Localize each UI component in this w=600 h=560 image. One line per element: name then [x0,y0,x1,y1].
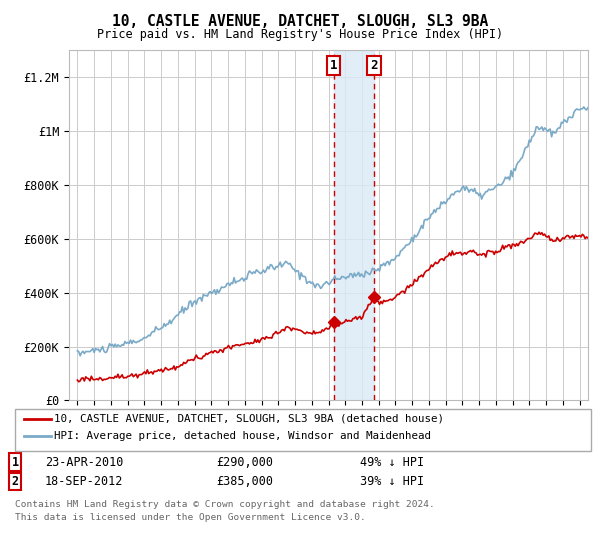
Text: 1: 1 [11,455,19,469]
Text: £290,000: £290,000 [216,455,273,469]
Text: HPI: Average price, detached house, Windsor and Maidenhead: HPI: Average price, detached house, Wind… [54,431,431,441]
Text: 2: 2 [11,475,19,488]
Text: Contains HM Land Registry data © Crown copyright and database right 2024.: Contains HM Land Registry data © Crown c… [15,500,435,509]
Text: 1: 1 [330,59,337,72]
Text: Price paid vs. HM Land Registry's House Price Index (HPI): Price paid vs. HM Land Registry's House … [97,28,503,41]
Text: 49% ↓ HPI: 49% ↓ HPI [360,455,424,469]
Text: 18-SEP-2012: 18-SEP-2012 [45,475,124,488]
Bar [334,50,374,400]
Text: 23-APR-2010: 23-APR-2010 [45,455,124,469]
Text: 39% ↓ HPI: 39% ↓ HPI [360,475,424,488]
Text: £385,000: £385,000 [216,475,273,488]
Text: This data is licensed under the Open Government Licence v3.0.: This data is licensed under the Open Gov… [15,513,366,522]
Text: 10, CASTLE AVENUE, DATCHET, SLOUGH, SL3 9BA (detached house): 10, CASTLE AVENUE, DATCHET, SLOUGH, SL3 … [54,414,444,424]
Text: 2: 2 [370,59,377,72]
Text: 10, CASTLE AVENUE, DATCHET, SLOUGH, SL3 9BA: 10, CASTLE AVENUE, DATCHET, SLOUGH, SL3 … [112,14,488,29]
